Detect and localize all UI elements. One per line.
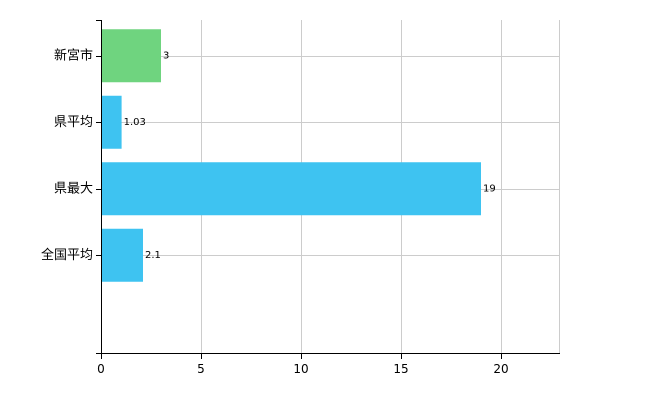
data-label-3: 2.1 <box>145 250 161 261</box>
bar-2 <box>101 162 481 216</box>
x-tick-label-0: 0 <box>97 362 105 376</box>
grid-layer <box>101 20 560 353</box>
data-label-0: 3 <box>163 50 169 61</box>
x-tick-label-10: 10 <box>293 362 308 376</box>
y-tick-label-1: 県平均 <box>54 115 93 130</box>
bar-3 <box>101 228 143 282</box>
y-tick-label-3: 全国平均 <box>41 247 93 263</box>
bar-1 <box>101 95 122 149</box>
x-tick-label-5: 5 <box>197 362 205 376</box>
bar-layer <box>101 29 481 282</box>
data-label-2: 19 <box>483 183 496 194</box>
x-tick-label-15: 15 <box>393 362 408 376</box>
y-tick-label-0: 新宮市 <box>54 47 93 63</box>
data-label-1: 1.03 <box>124 117 146 128</box>
axis-layer <box>96 20 560 359</box>
x-tick-label-20: 20 <box>493 362 508 376</box>
y-tick-label-2: 県最大 <box>54 181 93 196</box>
bar-0 <box>101 29 161 83</box>
